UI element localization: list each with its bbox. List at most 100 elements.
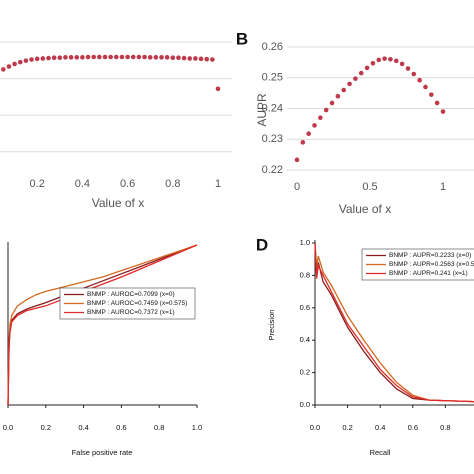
point: [114, 54, 119, 60]
point: [370, 60, 376, 66]
point: [17, 59, 23, 65]
legend-label: BNMP : AUPR=0.2233 (x=0): [389, 252, 471, 259]
legend-label: BNMP : AUROC=0.7372 (x=1): [87, 309, 175, 316]
x-tick-label: 1: [215, 178, 221, 190]
x-tick-label: 0.0: [310, 423, 320, 432]
point: [6, 64, 12, 69]
x-tick-label: 0.0: [3, 423, 13, 432]
point: [181, 55, 187, 61]
x-tick-label: 0.5: [362, 181, 377, 193]
curve: [7, 244, 198, 406]
point: [434, 100, 440, 106]
x-tick-label: 0.8: [440, 423, 450, 432]
y-axis-label: AUPR: [255, 93, 269, 127]
point: [108, 54, 113, 60]
point: [142, 54, 147, 60]
point: [57, 55, 63, 61]
x-tick-label: 0.2: [41, 423, 51, 432]
point: [347, 81, 352, 87]
point: [119, 54, 125, 60]
y-tick-label: 0.26: [262, 41, 283, 53]
legend-box: [361, 248, 474, 281]
x-axis-label: Value of x: [92, 196, 144, 210]
point: [417, 77, 422, 83]
point: [34, 56, 40, 62]
point: [341, 87, 347, 93]
point: [159, 55, 164, 60]
point: [399, 61, 405, 67]
point: [187, 56, 193, 61]
point: [63, 55, 68, 60]
point: [85, 54, 91, 60]
panel-label: B: [236, 29, 248, 48]
point: [376, 57, 382, 63]
x-tick-label: 0.6: [408, 423, 418, 432]
point: [164, 55, 170, 60]
point: [358, 70, 364, 76]
point: [102, 54, 108, 60]
point: [23, 58, 29, 63]
point: [204, 56, 209, 62]
point: [68, 55, 74, 60]
x-axis-label: Value of x: [339, 202, 391, 216]
point: [74, 55, 80, 60]
point: [300, 140, 306, 145]
point: [306, 131, 311, 137]
point: [136, 54, 142, 60]
point: [393, 58, 399, 64]
y-tick-label: 0.2: [300, 368, 310, 377]
y-tick-label: 0.4: [300, 335, 310, 344]
point: [388, 57, 393, 62]
x-tick-label: 0.6: [116, 423, 126, 432]
x-tick-label: 0.8: [165, 178, 180, 190]
y-tick-label: 1.0: [300, 238, 310, 247]
point: [215, 86, 221, 92]
x-tick-label: 0.4: [78, 423, 88, 432]
panel: 0.0 0.2 0.4 0.6 0.8 1.0 False positive rate BNM…: [3, 242, 202, 457]
y-axis-label: Precision: [267, 310, 276, 341]
y-tick-label: 0.22: [262, 164, 283, 176]
legend-box: [59, 287, 196, 320]
point: [147, 55, 153, 60]
y-tick-label: 0.24: [262, 102, 283, 114]
point: [294, 157, 300, 163]
y-tick-label: 0.23: [262, 133, 283, 145]
point: [440, 109, 446, 114]
panel: 0.0 0.2 0.4 0.6 0.8 1.0 0.0 0.2 0.4 0.6 0.8 Recall P…: [256, 235, 474, 457]
point: [323, 107, 329, 113]
y-tick-label: 0.0: [300, 400, 310, 409]
legend-label: BNMP : AUROC=0.7459 (x=0.575): [87, 300, 187, 307]
point: [405, 66, 411, 71]
point: [46, 55, 51, 61]
point: [382, 56, 387, 61]
point: [198, 56, 204, 62]
curve: [314, 242, 474, 403]
point: [153, 55, 159, 60]
curve: [7, 244, 198, 406]
x-tick-label: 0.2: [30, 178, 45, 190]
point: [335, 93, 341, 99]
point: [210, 57, 215, 62]
point: [130, 54, 136, 60]
x-tick-label: 0.4: [75, 178, 90, 190]
point: [97, 54, 102, 60]
point: [193, 56, 198, 61]
point: [80, 55, 85, 60]
x-tick-label: 0.6: [120, 178, 135, 190]
point: [51, 55, 57, 61]
point: [91, 54, 96, 60]
y-tick-label: 0.8: [300, 270, 310, 279]
point: [1, 67, 6, 72]
x-tick-label: 0.4: [375, 423, 385, 432]
x-tick-label: 0: [294, 181, 300, 193]
point: [318, 115, 323, 121]
point: [170, 55, 176, 61]
point: [329, 100, 335, 106]
panel: 0.22 0.23 0.24 0.25 0.26 0 0.5 1 Value of x AUPR B: [236, 29, 474, 216]
point: [29, 57, 34, 62]
y-tick-label: 0.6: [300, 303, 310, 312]
point: [411, 71, 417, 77]
x-tick-label: 1: [440, 181, 446, 193]
